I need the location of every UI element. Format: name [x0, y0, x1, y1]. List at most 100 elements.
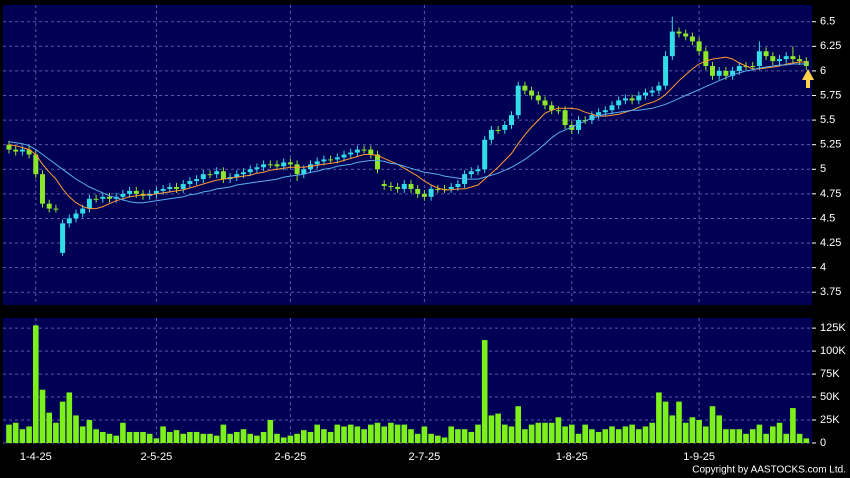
candle-body [395, 186, 401, 189]
volume-bar [394, 424, 401, 443]
volume-bar [314, 424, 320, 443]
candle-body [616, 100, 622, 106]
candle-body [515, 85, 521, 116]
candle-body [602, 110, 608, 113]
volume-bar [716, 415, 722, 443]
y-tick-label: 25K [820, 414, 840, 426]
volume-bar [388, 422, 394, 443]
candle-body [656, 85, 662, 91]
candle-body [756, 51, 762, 66]
volume-bar [73, 415, 79, 443]
volume-bar [756, 424, 763, 443]
candle-body [274, 164, 280, 167]
x-tick-label: 2-5-25 [141, 451, 173, 463]
candle-body [167, 186, 173, 189]
volume-bar [495, 413, 501, 443]
candle-body [281, 162, 287, 167]
volume-bar [609, 426, 615, 443]
volume-bar [528, 424, 535, 443]
candle-body [174, 186, 179, 189]
candle-body [19, 149, 25, 152]
candle-body [509, 115, 514, 125]
candle-body [207, 174, 213, 176]
candle-body [683, 33, 689, 37]
candle-body [348, 152, 354, 155]
candle-body [314, 161, 320, 165]
candle-body [790, 56, 796, 60]
volume-bar [12, 422, 19, 443]
candle-body [6, 144, 12, 150]
volume-bar [770, 426, 776, 443]
candle-body [763, 51, 769, 57]
volume-bar [227, 433, 233, 443]
volume-bar [301, 430, 307, 443]
volume-bar [347, 424, 354, 443]
grid: 3.75 4 4.25 4.5 4.75 5 5.25 5.5 5.75 6 6.25 6.5 0 25K… [3, 5, 846, 449]
x-tick-label: 1-8-25 [556, 451, 588, 463]
candle-body [261, 164, 267, 168]
volume-bar [274, 433, 280, 443]
candle-body [334, 157, 340, 160]
moving-average-line [8, 63, 807, 204]
candle-body [375, 154, 380, 170]
candle-body [723, 70, 729, 76]
candle-body [247, 169, 253, 173]
volume-bar [729, 429, 736, 443]
volume-bar [180, 433, 186, 443]
candle-body [180, 184, 186, 189]
volume-bar [173, 430, 180, 443]
candle-body [26, 149, 32, 155]
volume-bar [79, 426, 86, 443]
volume-bar [649, 422, 655, 443]
volume-bar [213, 435, 220, 443]
volume-bar [113, 435, 119, 443]
candle-body [522, 85, 528, 91]
volume-bar [234, 431, 240, 443]
candle-body [428, 188, 434, 197]
volume-bar [247, 433, 253, 443]
candle-body [676, 31, 682, 34]
y-tick-label: 0 [820, 437, 826, 449]
volume-bar [749, 429, 756, 443]
candle-body [696, 41, 702, 52]
volume-bar [66, 392, 73, 443]
volume-bar [629, 424, 635, 443]
volume-bar [582, 424, 588, 443]
candle-body [321, 159, 327, 162]
volume-bar [542, 422, 548, 443]
x-tick-label: 2-7-25 [409, 451, 441, 463]
candle-body [455, 184, 461, 187]
candle-body [381, 184, 387, 186]
candle-body [710, 65, 715, 76]
volume-bar [287, 435, 294, 443]
volume-bar [468, 431, 475, 443]
y-tick-label: 6.25 [820, 40, 841, 52]
volume-bar [595, 431, 602, 443]
candle-body [187, 181, 193, 185]
volume-bar [133, 431, 140, 443]
volume-bar [6, 424, 12, 443]
volume-bar [267, 420, 274, 443]
y-tick-label: 4.75 [820, 188, 841, 200]
volume-bar [575, 433, 582, 443]
candle-body [287, 162, 293, 165]
volume-bar [669, 415, 676, 443]
candle-body [294, 164, 300, 175]
volume-bar [703, 426, 709, 443]
candle-body [127, 190, 133, 194]
candle-body [328, 159, 334, 161]
volume-bar [100, 431, 106, 443]
candle-body [555, 110, 561, 112]
candle-body [750, 65, 756, 67]
volume-bar [167, 431, 173, 443]
volume-bar [321, 429, 327, 443]
volume-bar [461, 429, 468, 443]
candle-body [13, 149, 19, 152]
volume-bar [327, 431, 334, 443]
volume-bar [488, 415, 495, 443]
y-tick-label: 5 [820, 163, 826, 175]
candle-body [200, 174, 206, 180]
volume-bar [160, 426, 166, 443]
